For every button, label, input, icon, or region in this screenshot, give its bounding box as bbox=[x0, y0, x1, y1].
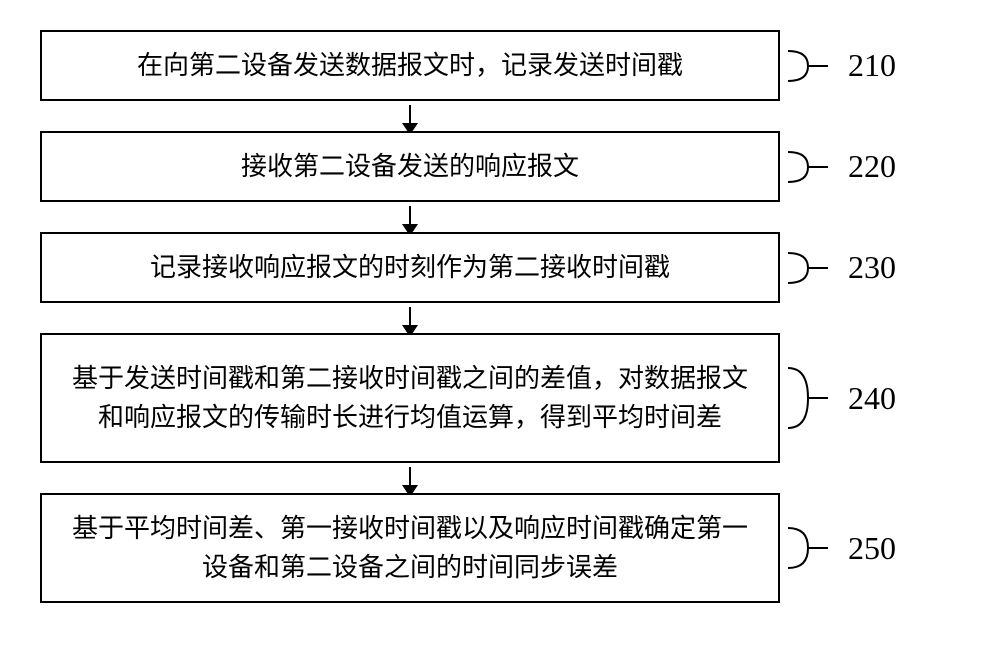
node-text-220: 接收第二设备发送的响应报文 bbox=[241, 147, 579, 186]
node-text-210: 在向第二设备发送数据报文时，记录发送时间戳 bbox=[137, 46, 683, 85]
bracket-210 bbox=[788, 41, 828, 91]
node-text-250: 基于平均时间差、第一接收时间戳以及响应时间戳确定第一设备和第二设备之间的时间同步… bbox=[62, 509, 758, 587]
bracket-230 bbox=[788, 243, 828, 293]
arrow-row-1 bbox=[40, 101, 960, 131]
bracket-250 bbox=[788, 518, 828, 578]
connector-230: 230 bbox=[788, 243, 896, 293]
flow-row-250: 基于平均时间差、第一接收时间戳以及响应时间戳确定第一设备和第二设备之间的时间同步… bbox=[40, 493, 960, 603]
flow-row-220: 接收第二设备发送的响应报文 220 bbox=[40, 131, 960, 202]
node-label-250: 250 bbox=[848, 530, 896, 567]
node-text-230: 记录接收响应报文的时刻作为第二接收时间戳 bbox=[150, 248, 670, 287]
bracket-240 bbox=[788, 358, 828, 438]
connector-220: 220 bbox=[788, 142, 896, 192]
node-label-230: 230 bbox=[848, 249, 896, 286]
arrow-4 bbox=[40, 463, 780, 493]
node-text-240: 基于发送时间戳和第二接收时间戳之间的差值，对数据报文和响应报文的传输时长进行均值… bbox=[62, 359, 758, 437]
node-label-220: 220 bbox=[848, 148, 896, 185]
bracket-220 bbox=[788, 142, 828, 192]
flow-node-220: 接收第二设备发送的响应报文 bbox=[40, 131, 780, 202]
arrow-3 bbox=[40, 303, 780, 333]
flow-node-240: 基于发送时间戳和第二接收时间戳之间的差值，对数据报文和响应报文的传输时长进行均值… bbox=[40, 333, 780, 463]
node-label-240: 240 bbox=[848, 380, 896, 417]
flow-row-210: 在向第二设备发送数据报文时，记录发送时间戳 210 bbox=[40, 30, 960, 101]
flow-node-230: 记录接收响应报文的时刻作为第二接收时间戳 bbox=[40, 232, 780, 303]
connector-210: 210 bbox=[788, 41, 896, 91]
flow-node-210: 在向第二设备发送数据报文时，记录发送时间戳 bbox=[40, 30, 780, 101]
arrow-row-2 bbox=[40, 202, 960, 232]
arrow-2 bbox=[40, 202, 780, 232]
connector-250: 250 bbox=[788, 518, 896, 578]
arrow-1 bbox=[40, 101, 780, 131]
node-label-210: 210 bbox=[848, 47, 896, 84]
arrow-row-4 bbox=[40, 463, 960, 493]
flow-row-240: 基于发送时间戳和第二接收时间戳之间的差值，对数据报文和响应报文的传输时长进行均值… bbox=[40, 333, 960, 463]
flow-row-230: 记录接收响应报文的时刻作为第二接收时间戳 230 bbox=[40, 232, 960, 303]
flow-node-250: 基于平均时间差、第一接收时间戳以及响应时间戳确定第一设备和第二设备之间的时间同步… bbox=[40, 493, 780, 603]
connector-240: 240 bbox=[788, 358, 896, 438]
arrow-row-3 bbox=[40, 303, 960, 333]
flowchart-diagram: 在向第二设备发送数据报文时，记录发送时间戳 210 接收第二设备发送的响应报文 bbox=[40, 30, 960, 603]
